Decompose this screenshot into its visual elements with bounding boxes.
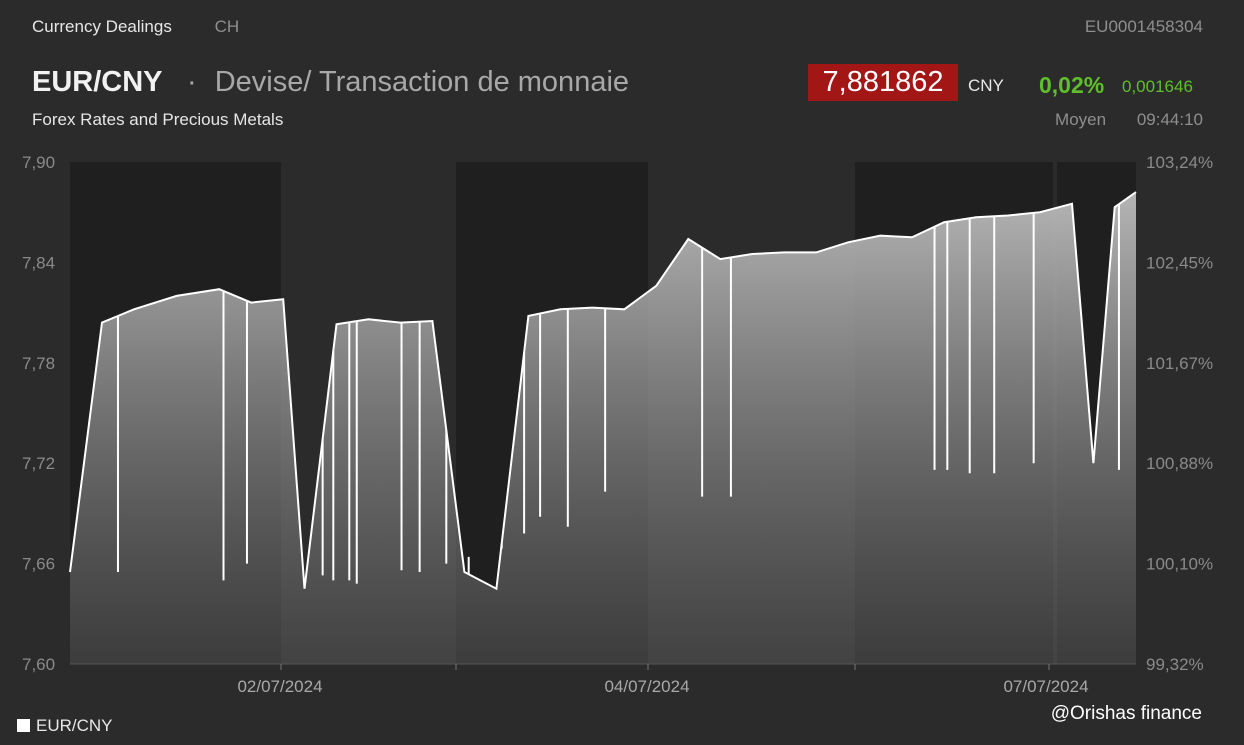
y2-tick-label: 103,24%	[1146, 153, 1213, 172]
legend-label: EUR/CNY	[36, 716, 113, 735]
y2-tick-label: 100,88%	[1146, 454, 1213, 473]
price-currency: CNY	[968, 76, 1004, 95]
change-absolute: 0,001646	[1122, 77, 1193, 96]
price-type: Moyen	[1055, 110, 1107, 129]
country-code: CH	[214, 17, 240, 36]
line-series-EUR/CNY	[69, 191, 1137, 591]
category-header: Currency Dealings CH	[32, 17, 239, 37]
x-tick-label: 04/07/2024	[604, 677, 689, 696]
change-percent: 0,02%	[1039, 72, 1105, 98]
axes: 7,90 7,84 7,78 7,72 7,66 7,60 103,24% 102,45% 10…	[22, 153, 1213, 696]
y2-tick-label: 99,32%	[1146, 655, 1204, 674]
y-tick-label: 7,84	[22, 253, 55, 272]
area-fill	[70, 192, 1136, 664]
watermark-credit: @Orishas finance	[1050, 703, 1202, 724]
currency-pair: EUR/CNY	[32, 66, 163, 98]
legend-swatch	[17, 719, 30, 732]
y2-tick-label: 102,45%	[1146, 253, 1213, 272]
y2-tick-label: 100,10%	[1146, 555, 1213, 574]
quote-time: 09:44:10	[1136, 110, 1203, 129]
chart-legend: EUR/CNY	[17, 716, 113, 736]
market-subtitle: Forex Rates and Precious Metals	[32, 110, 284, 129]
category-label: Currency Dealings	[32, 17, 172, 36]
y-tick-label: 7,66	[22, 555, 55, 574]
isin-code: EU0001458304	[1084, 17, 1203, 36]
y-tick-label: 7,90	[22, 153, 55, 172]
description-text: Devise/ Transaction de monnaie	[214, 66, 630, 98]
x-tick-label: 02/07/2024	[237, 677, 322, 696]
pair-description: · Devise/ Transaction de monnaie	[187, 66, 629, 99]
current-price-badge: 7,881862	[808, 64, 958, 101]
y2-tick-label: 101,67%	[1146, 354, 1213, 373]
x-tick-label: 07/07/2024	[1003, 677, 1088, 696]
quote-meta: Moyen 09:44:10	[1055, 110, 1203, 130]
y-tick-label: 7,60	[22, 655, 55, 674]
separator-dot: ·	[187, 66, 197, 98]
area-series-EUR/CNY	[70, 192, 1136, 664]
dip-lines	[116, 204, 1120, 584]
price-line	[69, 191, 1137, 591]
y-tick-label: 7,72	[22, 454, 55, 473]
y-tick-label: 7,78	[22, 354, 55, 373]
